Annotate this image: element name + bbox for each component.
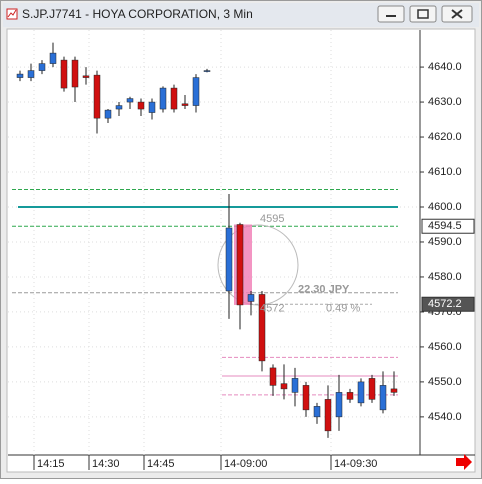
candle-body (49, 52, 57, 64)
restore-glyph (417, 9, 429, 19)
candle-body (357, 381, 365, 404)
candle-body (16, 73, 24, 78)
price-marker-box (421, 218, 475, 234)
candle-body (368, 378, 376, 400)
candle-body (236, 224, 244, 306)
x-tick-label: 14-09:00 (224, 458, 267, 470)
candle-body (390, 388, 398, 393)
candle-body (27, 70, 35, 78)
y-tick-label: 4600.0 (428, 201, 462, 213)
candle-body (280, 383, 288, 390)
candle-body (269, 367, 277, 386)
y-tick-label: 4580.0 (428, 271, 462, 283)
y-tick-label: 4550.0 (428, 376, 462, 388)
x-tick-label: 14-09:30 (334, 458, 377, 470)
x-tick-label: 14:45 (147, 458, 175, 470)
candle-body (324, 399, 332, 432)
candle-body (335, 392, 343, 418)
window-title: S.JP.J7741 - HOYA CORPORATION, 3 Min (22, 7, 253, 21)
annotation: 0.49 % (326, 302, 360, 314)
y-tick-label: 4540.0 (428, 411, 462, 423)
price-marker-box (421, 296, 475, 312)
candle-body (137, 101, 145, 110)
measure-circle (217, 224, 299, 306)
candle-body (60, 59, 68, 89)
candle-body (291, 378, 299, 393)
y-tick-label: 4630.0 (428, 96, 462, 108)
x-tick-label: 14:30 (92, 458, 120, 470)
candle-body (181, 103, 189, 106)
y-tick-label: 4640.0 (428, 61, 462, 73)
candle-body (346, 392, 354, 400)
close-glyph (451, 9, 463, 19)
candle-body (159, 87, 167, 110)
window-icon-glyph (7, 9, 17, 18)
price-marker-label: 4572.2 (428, 298, 462, 310)
candle-body (379, 385, 387, 411)
candle-body (302, 385, 310, 411)
annotation: 4572 (260, 302, 284, 314)
candle-body (115, 105, 123, 110)
annotation: 22.30 JPY (298, 283, 350, 295)
scroll-arrow[interactable] (456, 454, 472, 470)
y-tick-label: 4590.0 (428, 236, 462, 248)
candle-body (82, 75, 90, 78)
candle-body (225, 227, 233, 292)
candle-body (126, 98, 134, 103)
minimize-button[interactable] (377, 5, 405, 23)
candle-body (203, 70, 211, 72)
y-tick-label: 4560.0 (428, 341, 462, 353)
candle-body (104, 109, 112, 119)
candle-body (313, 406, 321, 418)
candle-body (38, 63, 46, 71)
price-marker-label: 4594.5 (428, 220, 462, 232)
candle-body (258, 294, 266, 362)
restore-button[interactable] (409, 5, 437, 23)
y-tick-label: 4610.0 (428, 166, 462, 178)
y-tick-label: 4620.0 (428, 131, 462, 143)
candle-body (247, 294, 255, 302)
candle-body (148, 101, 156, 113)
annotation: 4595 (260, 213, 284, 225)
candle-body (170, 87, 178, 110)
candle-body (71, 59, 79, 88)
candle-body (192, 77, 200, 106)
candle-body (93, 74, 101, 119)
x-tick-label: 14:15 (37, 458, 65, 470)
